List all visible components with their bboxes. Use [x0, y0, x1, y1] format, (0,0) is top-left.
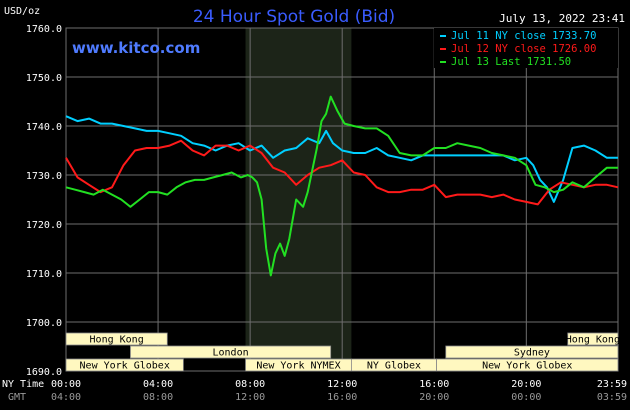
x-tick-label-ny: 08:00 [235, 379, 265, 390]
y-tick-label: 1730.0 [26, 171, 62, 182]
website-watermark: www.kitco.com [72, 39, 200, 57]
y-tick-label: 1760.0 [26, 24, 62, 35]
legend-entry: Jul 13 Last 1731.50 [451, 56, 571, 68]
session-label: London [213, 348, 249, 359]
series-line-2 [65, 139, 619, 206]
session-label: New York NYMEX [256, 361, 340, 372]
x-tick-label-ny: 20:00 [511, 379, 541, 390]
legend-entry: Jul 11 NY close 1733.70 [451, 30, 596, 42]
session-label: Hong Kong [566, 335, 620, 346]
x-tick-label-ny: 04:00 [143, 379, 173, 390]
session-label: NY Globex [367, 361, 421, 372]
series-line-1 [65, 115, 618, 203]
session-bar [445, 345, 619, 359]
legend-background [434, 28, 618, 68]
series-line-3 [65, 95, 618, 277]
session-label: New York Globex [482, 361, 572, 372]
y-tick-label: 1700.0 [26, 318, 62, 329]
x-tick-label-ny: 00:00 [51, 379, 81, 390]
x-tick-label-ny: 23:59 [597, 379, 627, 390]
session-label: Hong Kong [90, 335, 144, 346]
y-tick-label: 1710.0 [26, 269, 62, 280]
chart-title: 24 Hour Spot Gold (Bid) [193, 7, 395, 27]
y-tick-label: 1690.0 [26, 367, 62, 378]
x-tick-label-ny: 16:00 [419, 379, 449, 390]
legend-swatch [440, 61, 446, 63]
x-tick-label-gmt: 00:00 [511, 392, 541, 403]
x-tick-label-ny: 12:00 [327, 379, 357, 390]
y-unit-label: USD/oz [4, 6, 40, 17]
session-bar [65, 358, 184, 372]
session-bar [130, 345, 332, 359]
gmt-label: GMT [8, 392, 26, 403]
datetime-stamp: July 13, 2022 23:41 [499, 12, 625, 25]
x-tick-label-gmt: 08:00 [143, 392, 173, 403]
session-bar [436, 358, 619, 372]
session-label: Sydney [514, 348, 550, 359]
x-tick-label-gmt: 16:00 [327, 392, 357, 403]
legend-entry: Jul 12 NY close 1726.00 [451, 43, 596, 55]
nymex-session-band [245, 28, 352, 371]
y-tick-label: 1720.0 [26, 220, 62, 231]
session-bar [567, 332, 619, 346]
x-tick-label-gmt: 04:00 [51, 392, 81, 403]
ny-time-label: NY Time [2, 379, 44, 390]
y-tick-label: 1750.0 [26, 73, 62, 84]
legend-swatch [440, 35, 446, 37]
session-label: New York Globex [80, 361, 170, 372]
x-tick-label-gmt: 03:59 [597, 392, 627, 403]
x-tick-label-gmt: 20:00 [419, 392, 449, 403]
x-tick-label-gmt: 12:00 [235, 392, 265, 403]
legend-swatch [440, 48, 446, 50]
y-tick-label: 1740.0 [26, 122, 62, 133]
session-bar [65, 332, 168, 346]
